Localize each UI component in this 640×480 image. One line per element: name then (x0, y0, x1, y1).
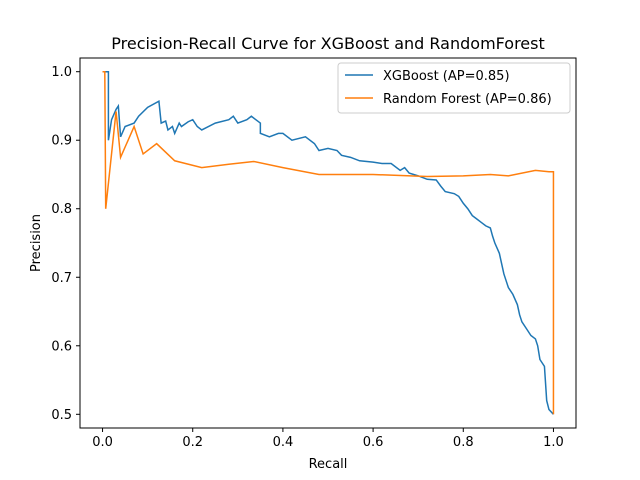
series-line-xgboost (102, 70, 554, 415)
x-tick-label: 0.2 (182, 435, 203, 450)
series-line-random-forest (102, 70, 555, 415)
x-tick-label: 0.8 (453, 435, 474, 450)
y-axis-ticks: 0.5 0.6 0.7 0.8 0.9 1.0 (51, 65, 80, 423)
plot-frame (79, 57, 577, 429)
legend: XGBoost (AP=0.85) Random Forest (AP=0.86… (337, 62, 571, 114)
legend-label-xgboost: XGBoost (AP=0.85) (383, 69, 510, 84)
legend-label-random-forest: Random Forest (AP=0.86) (383, 92, 552, 107)
y-tick-label: 0.5 (51, 408, 72, 423)
y-axis-label: Precision (29, 214, 44, 272)
x-tick-label: 0.6 (363, 435, 384, 450)
y-tick-label: 0.8 (51, 202, 72, 217)
x-tick-label: 0.0 (92, 435, 113, 450)
y-tick-label: 0.6 (51, 339, 72, 354)
plot-lines (102, 70, 555, 415)
x-axis-ticks: 0.0 0.2 0.4 0.6 0.8 1.0 (92, 428, 564, 450)
chart-title: Precision-Recall Curve for XGBoost and R… (111, 34, 545, 53)
x-axis-label: Recall (309, 457, 348, 472)
legend-box (337, 62, 571, 114)
x-tick-label: 0.4 (273, 435, 294, 450)
y-tick-label: 1.0 (51, 65, 72, 80)
x-tick-label: 1.0 (543, 435, 564, 450)
y-tick-label: 0.7 (51, 271, 72, 286)
y-tick-label: 0.9 (51, 134, 72, 149)
